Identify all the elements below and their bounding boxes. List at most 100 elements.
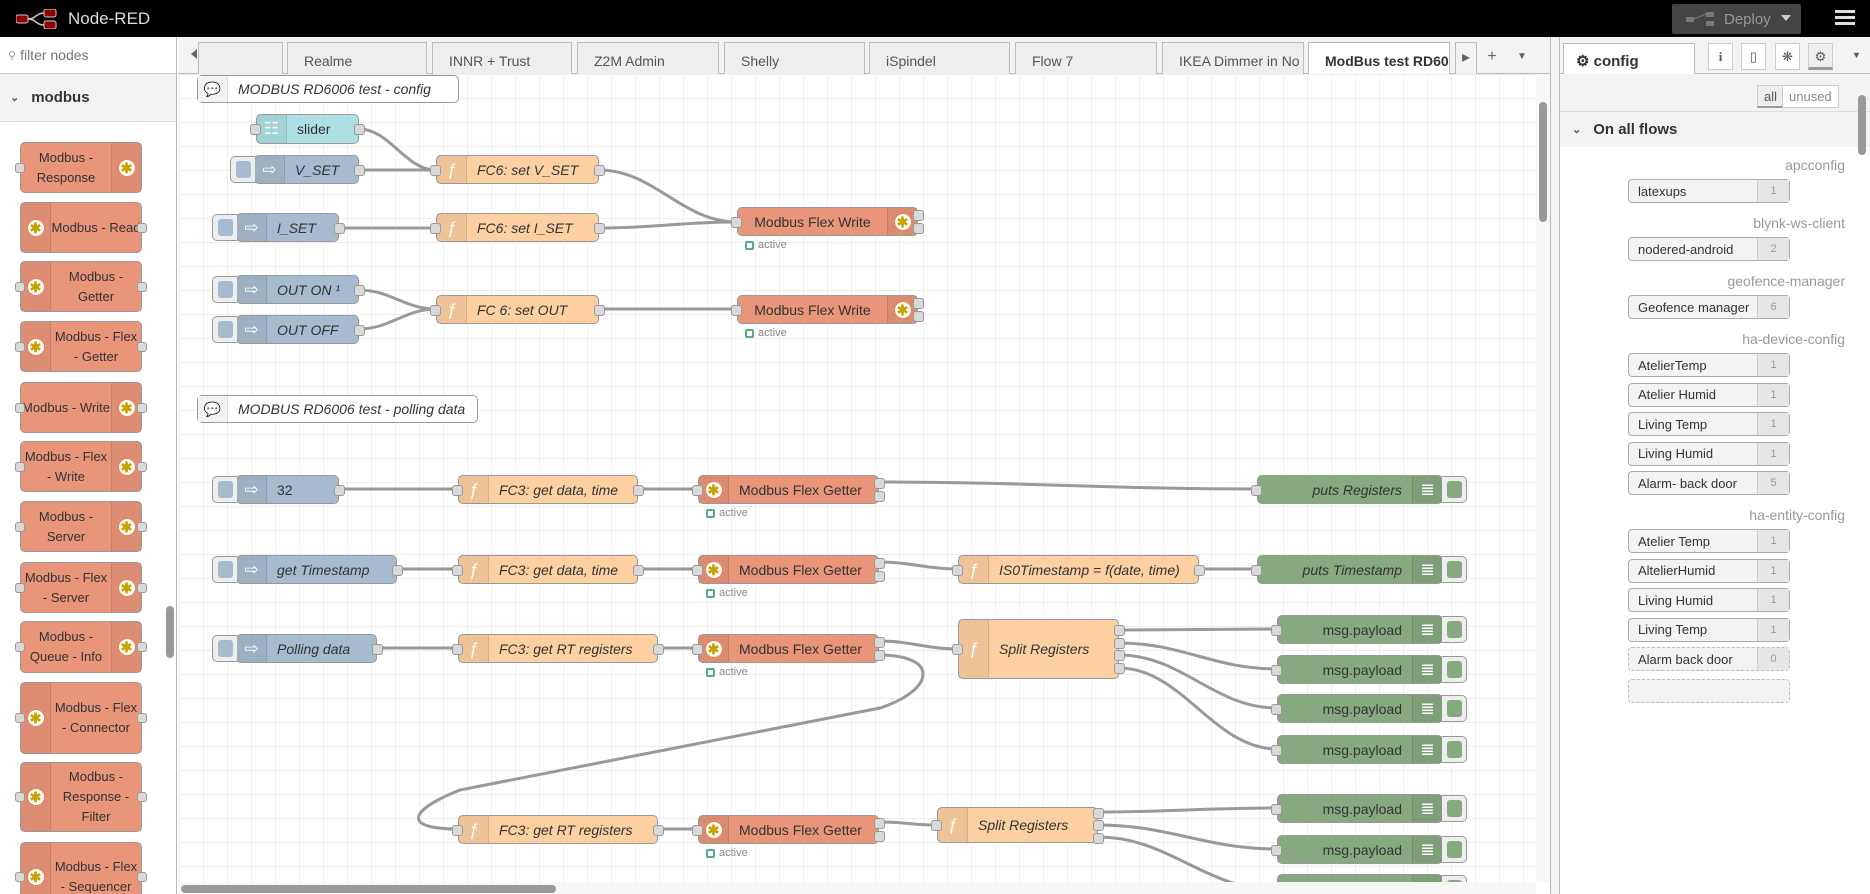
wire[interactable] bbox=[1118, 666, 1278, 751]
palette-scrollbar[interactable] bbox=[166, 606, 174, 658]
config-node-item[interactable]: Living Humid 1 bbox=[1628, 441, 1790, 466]
sidebar-resize-handle[interactable] bbox=[1550, 37, 1560, 894]
output-port[interactable] bbox=[354, 324, 365, 336]
input-port[interactable] bbox=[1271, 624, 1282, 636]
input-port[interactable] bbox=[452, 484, 463, 496]
debug-toggle-button[interactable] bbox=[1442, 656, 1467, 683]
scroll-thumb[interactable] bbox=[181, 885, 556, 893]
wire[interactable] bbox=[598, 220, 738, 230]
tab-flow[interactable]: Z2M Admin bbox=[577, 42, 719, 74]
flow-node-debug[interactable]: ≣ msg.payload bbox=[1271, 615, 1443, 644]
input-port[interactable] bbox=[1251, 564, 1262, 576]
inject-button[interactable] bbox=[212, 276, 237, 303]
input-port[interactable] bbox=[250, 124, 261, 135]
palette-node[interactable]: ✱ Modbus - Flex - Server bbox=[15, 562, 147, 613]
main-menu-icon[interactable] bbox=[1835, 10, 1855, 26]
output-port[interactable] bbox=[653, 643, 664, 655]
flow-node-function[interactable]: ƒ FC3: get RT registers bbox=[452, 815, 664, 844]
palette-node[interactable]: ✱ Modbus - Read bbox=[20, 202, 147, 253]
tab-config[interactable]: ⚙ config bbox=[1563, 43, 1695, 75]
input-port[interactable] bbox=[1251, 484, 1262, 496]
output-port[interactable] bbox=[372, 643, 383, 655]
deploy-dropdown-icon[interactable] bbox=[1781, 15, 1791, 26]
output-port[interactable] bbox=[1093, 807, 1104, 819]
wire[interactable] bbox=[358, 288, 437, 311]
wire[interactable] bbox=[358, 127, 437, 172]
flow-node-modbus-flex-getter[interactable]: ✱ Modbus Flex Getter bbox=[692, 815, 885, 844]
output-port[interactable] bbox=[334, 484, 345, 496]
flow-node-comment[interactable]: 💬 MODBUS RD6006 test - polling data bbox=[197, 395, 478, 423]
config-node-item[interactable]: Living Temp 1 bbox=[1628, 617, 1790, 642]
flow-node-modbus-flex-write[interactable]: ✱ Modbus Flex Write bbox=[731, 295, 924, 324]
flow-node-ui_slider[interactable]: ☷ slider bbox=[250, 114, 365, 144]
palette-node[interactable]: ✱ Modbus - Getter bbox=[15, 261, 147, 312]
canvas-horizontal-scrollbar[interactable] bbox=[179, 882, 1536, 894]
config-node-item[interactable]: Living Humid 1 bbox=[1628, 588, 1790, 612]
tab-flow[interactable]: ModBus test RD60 bbox=[1308, 42, 1450, 75]
tab-flow[interactable]: Flow 7 bbox=[1015, 42, 1157, 74]
output-port[interactable] bbox=[594, 304, 605, 316]
debug-toggle-button[interactable] bbox=[1442, 836, 1467, 863]
input-port[interactable] bbox=[1271, 664, 1282, 676]
deploy-button[interactable]: Deploy bbox=[1672, 4, 1801, 34]
input-port[interactable] bbox=[931, 820, 942, 831]
wire[interactable] bbox=[1118, 641, 1278, 671]
palette-node[interactable]: ✱ Modbus - Flex - Write bbox=[15, 441, 147, 492]
flow-node-inject[interactable]: ⇨ 32 bbox=[236, 475, 345, 504]
flow-node-debug[interactable]: ≣ msg.payload bbox=[1271, 694, 1443, 723]
output-port[interactable] bbox=[392, 564, 403, 576]
palette-node[interactable]: ✱ Modbus - Queue - Info bbox=[15, 621, 147, 673]
input-port[interactable] bbox=[452, 564, 463, 576]
flow-node-modbus-flex-write[interactable]: ✱ Modbus Flex Write bbox=[731, 207, 924, 236]
output-port[interactable] bbox=[354, 124, 365, 135]
output-port[interactable] bbox=[913, 222, 924, 234]
output-port[interactable] bbox=[633, 564, 644, 576]
wire[interactable] bbox=[1097, 835, 1277, 882]
output-port[interactable] bbox=[874, 830, 885, 842]
config-node-item[interactable]: Living Temp 1 bbox=[1628, 412, 1790, 436]
input-port[interactable] bbox=[430, 304, 441, 316]
flow-node-modbus-flex-getter[interactable]: ✱ Modbus Flex Getter bbox=[692, 475, 885, 504]
wire[interactable] bbox=[598, 168, 738, 224]
wire[interactable] bbox=[1097, 823, 1278, 851]
flow-list-dropdown-icon[interactable]: ▼ bbox=[1517, 51, 1527, 62]
output-port[interactable] bbox=[1114, 650, 1125, 662]
flow-node-debug[interactable]: ≣ msg.payload bbox=[1271, 735, 1443, 764]
collapse-palette-icon[interactable] bbox=[186, 49, 197, 59]
debug-toggle-button[interactable] bbox=[1442, 875, 1467, 882]
input-port[interactable] bbox=[952, 564, 963, 576]
flow-node-comment[interactable]: 💬 MODBUS RD6006 test - config bbox=[197, 75, 459, 103]
output-port[interactable] bbox=[874, 490, 885, 502]
flow-node-inject[interactable]: ⇨ OUT ON ¹ bbox=[236, 275, 365, 304]
tab-flow[interactable]: INNR + Trust bbox=[432, 42, 572, 74]
palette-node[interactable]: ✱ Modbus - Flex - Connector bbox=[15, 682, 147, 754]
flow-node-function[interactable]: ƒ FC3: get data, time bbox=[452, 555, 644, 584]
wire[interactable] bbox=[878, 820, 938, 827]
flow-node-debug[interactable]: ≣ msg.payload bbox=[1271, 794, 1443, 823]
config-node-item[interactable]: AtelierTemp 1 bbox=[1628, 353, 1790, 377]
wire[interactable] bbox=[878, 480, 1258, 491]
flow-node-inject[interactable]: ⇨ get Timestamp bbox=[236, 555, 403, 584]
tab-flow[interactable] bbox=[198, 42, 283, 74]
output-port[interactable] bbox=[874, 637, 885, 649]
inject-button[interactable] bbox=[212, 556, 237, 583]
wire[interactable] bbox=[878, 560, 959, 571]
filter-all-button[interactable]: all bbox=[1757, 85, 1785, 108]
output-port[interactable] bbox=[594, 164, 605, 176]
output-port[interactable] bbox=[653, 824, 664, 836]
flow-node-debug[interactable]: ≣ msg.payload bbox=[1271, 655, 1443, 684]
output-port[interactable] bbox=[1093, 820, 1104, 831]
debug-toggle-button[interactable] bbox=[1442, 695, 1467, 722]
wire[interactable] bbox=[417, 653, 925, 831]
debug-toggle-button[interactable] bbox=[1442, 616, 1467, 643]
output-port[interactable] bbox=[913, 310, 924, 322]
input-port[interactable] bbox=[452, 643, 463, 655]
palette-node[interactable]: ✱ Modbus - Flex - Getter bbox=[15, 321, 147, 372]
flow-node-function[interactable]: ƒ FC3: get RT registers bbox=[452, 634, 664, 663]
filter-unused-button[interactable]: unused bbox=[1782, 85, 1839, 108]
wire[interactable] bbox=[1118, 627, 1278, 632]
scroll-thumb[interactable] bbox=[1539, 102, 1547, 222]
output-port[interactable] bbox=[354, 284, 365, 296]
palette-node[interactable]: ✱ Modbus - Response - Filter bbox=[15, 762, 147, 832]
inject-button[interactable] bbox=[230, 156, 255, 183]
